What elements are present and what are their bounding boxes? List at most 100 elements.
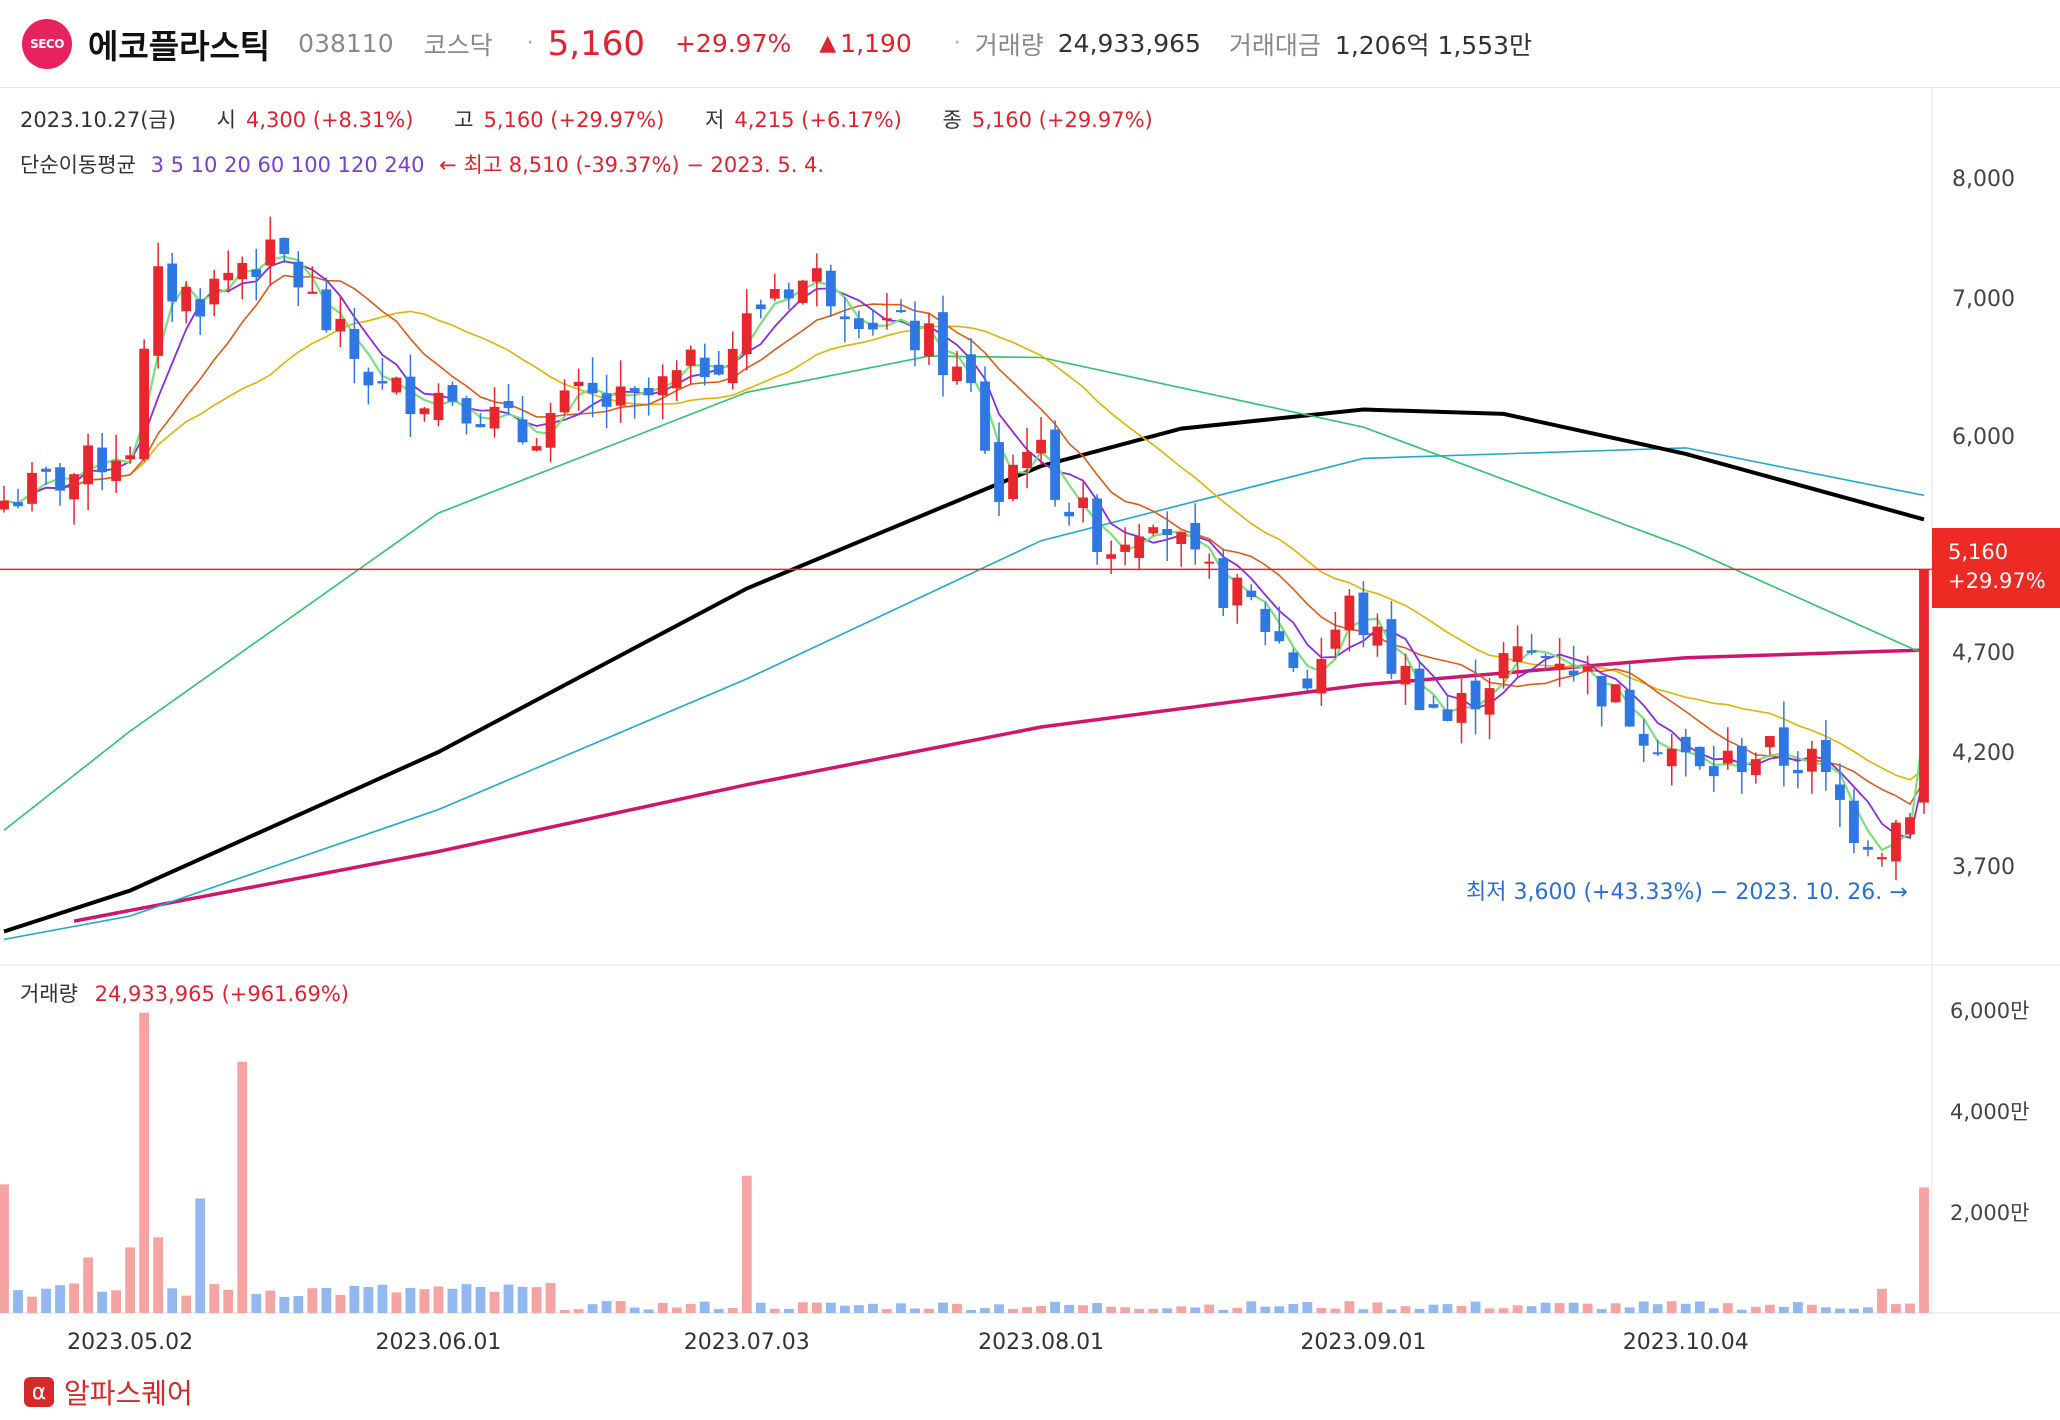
up-arrow-icon: ▲ xyxy=(819,31,837,56)
candle-body xyxy=(1806,748,1817,772)
volume-bar xyxy=(1232,1307,1243,1313)
volume-bar xyxy=(1372,1302,1383,1313)
volume-bar xyxy=(307,1288,318,1313)
candle-body xyxy=(1274,631,1285,642)
amount-value: 1,206억 1,553만 xyxy=(1334,30,1533,60)
candle-body xyxy=(1316,659,1327,694)
candle-body xyxy=(349,328,360,359)
volume-bar xyxy=(125,1247,136,1313)
volume-bar xyxy=(1008,1308,1018,1313)
candle-body xyxy=(1050,429,1060,500)
volume-bar xyxy=(265,1290,276,1313)
volume-bar xyxy=(489,1291,500,1313)
volume-label: 거래량 xyxy=(974,30,1044,60)
volume-bar xyxy=(13,1290,23,1313)
volume-bar xyxy=(783,1308,794,1313)
volume-tick-label: 2,000만 xyxy=(1950,1201,2029,1225)
candle-body xyxy=(559,390,570,413)
volume-bar xyxy=(545,1283,556,1313)
candle-body xyxy=(1596,675,1607,707)
volume-bar xyxy=(377,1284,388,1313)
volume-bar xyxy=(839,1305,850,1313)
volume-bar xyxy=(1176,1306,1187,1313)
candle-body xyxy=(1036,439,1046,454)
ma5-line xyxy=(3,260,1925,839)
candle-body xyxy=(545,413,556,448)
volume-panel-label: 거래량 xyxy=(20,982,78,1006)
current-price: 5,160 xyxy=(547,23,645,64)
candle-body xyxy=(55,467,65,491)
volume-bar xyxy=(868,1303,878,1313)
volume-bar xyxy=(587,1304,598,1313)
volume-bar xyxy=(559,1309,570,1313)
alphasquare-icon: α xyxy=(24,1377,54,1407)
candle-body xyxy=(1624,689,1635,727)
volume-bar xyxy=(657,1302,668,1313)
volume-bar xyxy=(882,1309,892,1313)
candle-body xyxy=(1232,577,1243,606)
candle-body xyxy=(938,312,948,376)
close-value: 5,160 (+29.97%) xyxy=(971,108,1153,132)
candle-body xyxy=(1064,511,1075,517)
volume-tick-label: 4,000만 xyxy=(1950,1100,2029,1124)
candle-body xyxy=(1372,626,1383,646)
high-label: 고 xyxy=(454,108,474,132)
volume-bar xyxy=(1919,1187,1929,1313)
ma3-line xyxy=(3,255,1926,852)
separator-dot: · xyxy=(953,31,961,56)
volume-bar xyxy=(1512,1305,1523,1313)
current-price-tag: 5,160 +29.97% xyxy=(1932,528,2060,608)
stock-name[interactable]: 에코플라스틱 xyxy=(88,26,271,66)
ma20-line xyxy=(3,310,1925,781)
volume-bar xyxy=(1526,1306,1537,1313)
volume-bar xyxy=(531,1287,542,1313)
volume-bar xyxy=(1274,1306,1285,1313)
volume-bar xyxy=(952,1303,962,1313)
volume-bar xyxy=(1358,1309,1369,1313)
candle-body xyxy=(503,401,514,409)
candle-body xyxy=(1666,748,1677,767)
candle-body xyxy=(1512,646,1523,662)
volume-bar xyxy=(447,1288,458,1313)
volume-bar xyxy=(1162,1308,1173,1313)
candle-body xyxy=(1092,498,1103,552)
candle-body xyxy=(994,442,1004,502)
volume-bar xyxy=(1064,1304,1075,1313)
candle-body xyxy=(279,238,290,255)
volume-bar xyxy=(1428,1304,1439,1313)
volume-bar xyxy=(293,1295,304,1313)
candle-body xyxy=(615,386,626,406)
candle-body xyxy=(181,286,192,312)
candle-body xyxy=(1554,663,1565,671)
volume-bar xyxy=(321,1287,332,1313)
volume-bar xyxy=(363,1287,374,1313)
candle-body xyxy=(699,357,710,378)
ma-label[interactable]: 단순이동평균 xyxy=(20,153,136,177)
volume-bar xyxy=(419,1289,430,1313)
candle-body xyxy=(1498,653,1509,679)
candle-body xyxy=(335,318,346,332)
volume-bar xyxy=(1849,1308,1859,1313)
volume-bar xyxy=(41,1288,51,1313)
brand-logo[interactable]: α 알파스퀘어 xyxy=(24,1372,193,1412)
candle-body xyxy=(1386,619,1397,674)
x-tick-label: 2023.08.01 xyxy=(978,1330,1104,1355)
volume-bar xyxy=(910,1308,920,1313)
candle-body xyxy=(1526,650,1537,653)
candle-body xyxy=(1638,733,1649,746)
candle-body xyxy=(1288,652,1299,669)
volume-bar xyxy=(1764,1304,1775,1313)
candle-body xyxy=(41,468,51,472)
candle-body xyxy=(489,406,500,429)
volume-bar xyxy=(713,1309,724,1313)
volume-panel-value: 24,933,965 (+961.69%) xyxy=(94,982,349,1006)
candle-body xyxy=(980,381,990,451)
candle-body xyxy=(1414,668,1425,711)
candle-body xyxy=(237,263,248,280)
volume-bar xyxy=(994,1304,1004,1313)
candle-body xyxy=(713,364,724,375)
volume-bar xyxy=(503,1284,514,1313)
volume-bar xyxy=(335,1294,346,1313)
candle-body xyxy=(1694,746,1705,767)
